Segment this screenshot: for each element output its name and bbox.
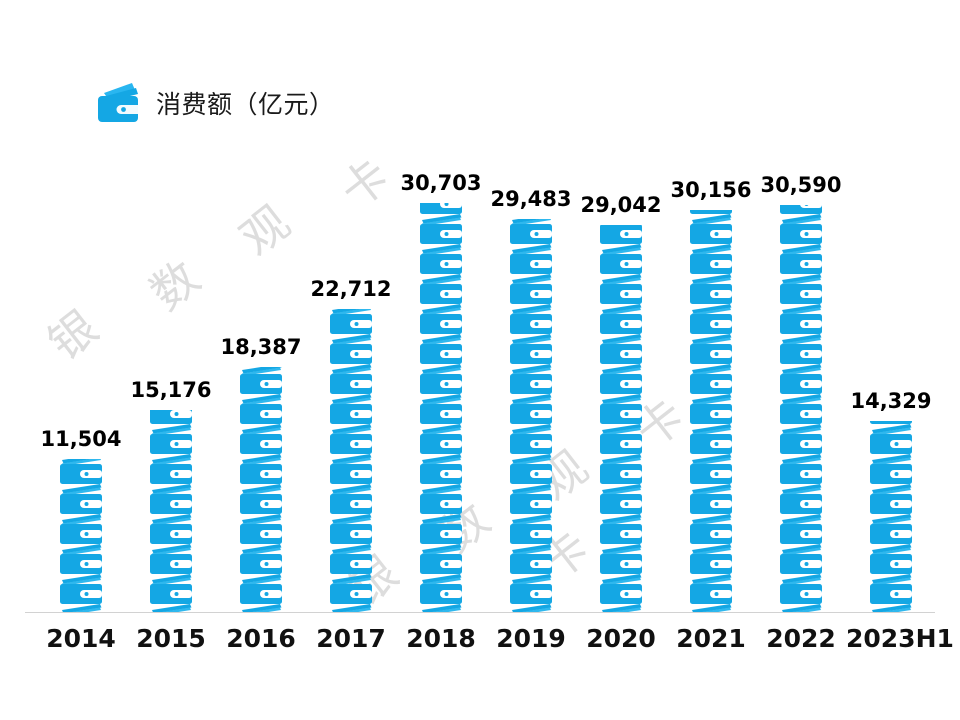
bar-pictogram-stack — [60, 459, 102, 612]
bar-pictogram-stack — [240, 367, 282, 612]
x-axis-tick-label: 2017 — [316, 624, 386, 653]
bar-pictogram-stack — [510, 219, 552, 612]
x-axis-tick-label: 2021 — [676, 624, 746, 653]
x-axis-tick-label: 2019 — [496, 624, 566, 653]
x-axis-tick-label: 2022 — [766, 624, 836, 653]
bar-value-label: 15,176 — [130, 378, 212, 402]
bar-pictogram-stack — [870, 421, 912, 612]
x-axis-tick-label: 2018 — [406, 624, 476, 653]
axis-baseline — [25, 612, 935, 613]
bar-pictogram-stack — [780, 205, 822, 612]
bar-value-label: 30,703 — [400, 171, 482, 195]
chart-legend: 消费额（亿元） — [96, 82, 335, 124]
bar-value-label: 18,387 — [220, 335, 302, 359]
bar-pictogram-stack — [420, 203, 462, 612]
x-axis-tick-label: 2023H1 — [846, 624, 954, 653]
bar-value-label: 29,483 — [490, 187, 572, 211]
wallet-icon — [96, 82, 142, 124]
x-axis-tick-label: 2014 — [46, 624, 116, 653]
bar-value-label: 29,042 — [580, 193, 662, 217]
x-axis-tick-label: 2020 — [586, 624, 656, 653]
x-axis-tick-label: 2015 — [136, 624, 206, 653]
bar-value-label: 30,590 — [760, 173, 842, 197]
bar-pictogram-stack — [600, 225, 642, 612]
bar-pictogram-stack — [150, 410, 192, 612]
legend-label: 消费额（亿元） — [156, 90, 335, 119]
bar-pictogram-stack — [330, 309, 372, 612]
bar-value-label: 14,329 — [850, 389, 932, 413]
bar-value-label: 11,504 — [40, 427, 122, 451]
bar-value-label: 22,712 — [310, 277, 392, 301]
bar-value-label: 30,156 — [670, 178, 752, 202]
x-axis-tick-label: 2016 — [226, 624, 296, 653]
bar-pictogram-stack — [690, 210, 732, 612]
